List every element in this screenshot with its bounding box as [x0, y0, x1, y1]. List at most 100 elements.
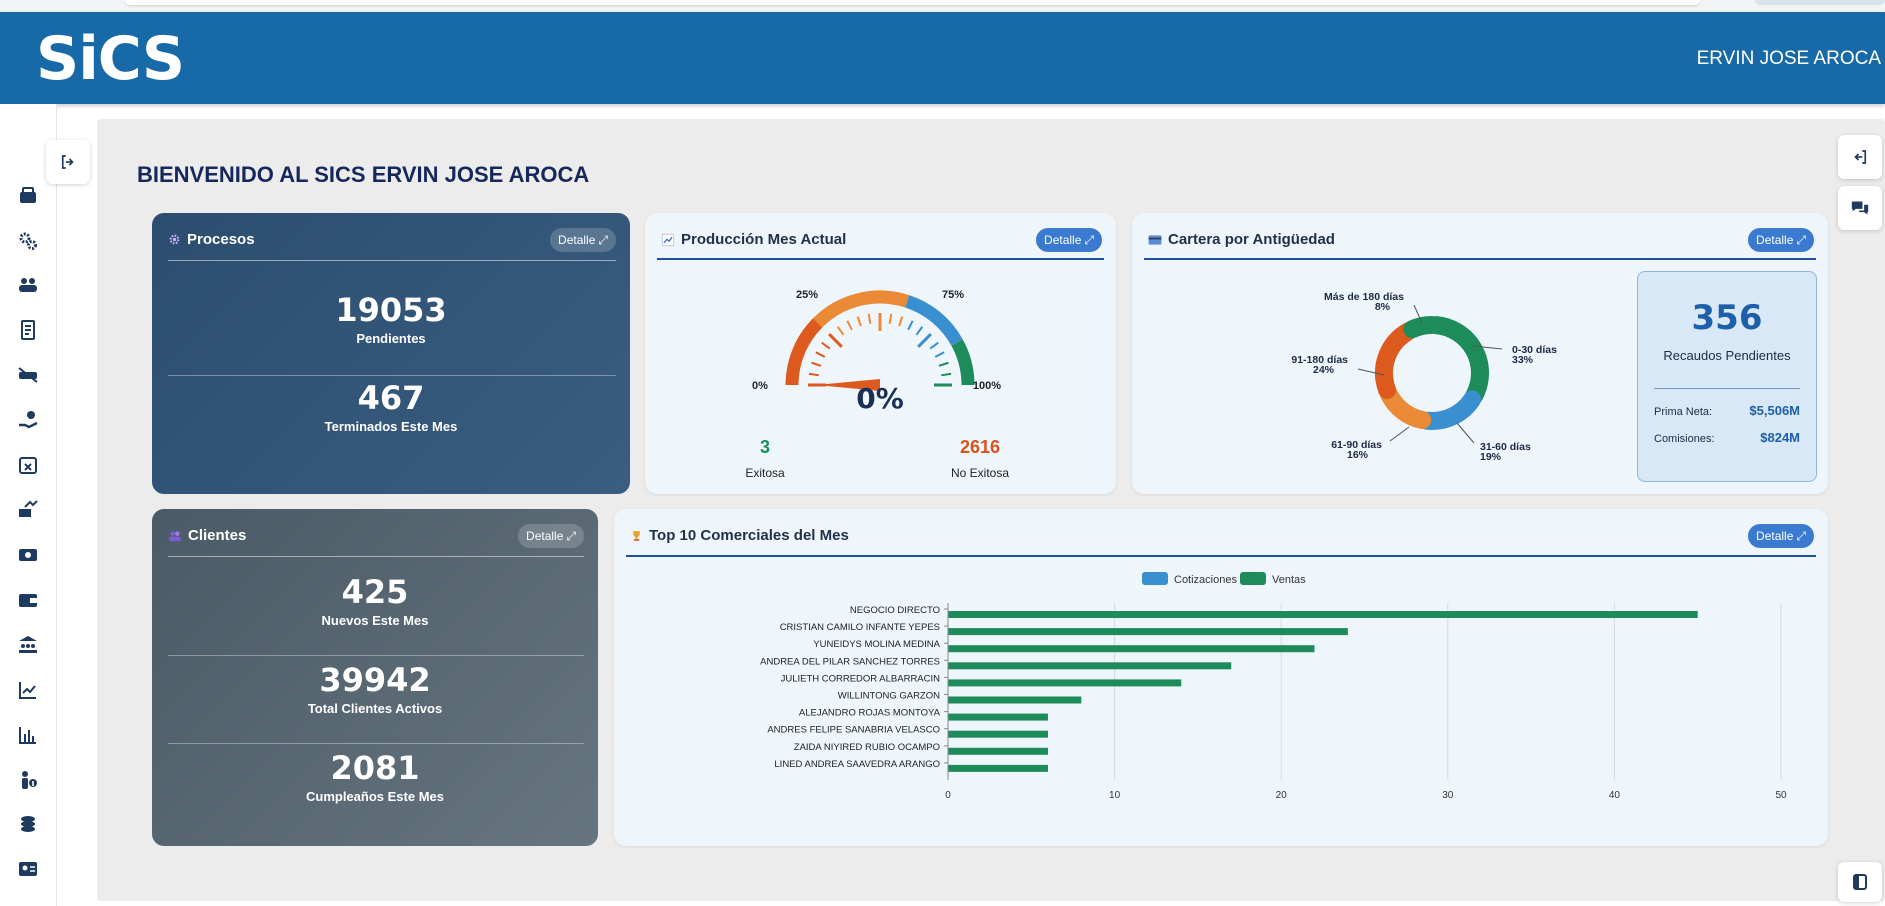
nuevos-label: Nuevos Este Mes — [321, 613, 429, 628]
login-arrow-icon — [1854, 150, 1867, 164]
y-category-label: ZAIDA NIYIRED RUBIO OCAMPO — [794, 742, 940, 753]
user-name[interactable]: ERVIN JOSE AROCA — [1696, 48, 1881, 69]
donut-leader-line — [1389, 426, 1410, 442]
donut-leader-line — [1413, 304, 1423, 324]
wallet-icon[interactable] — [17, 589, 39, 611]
terminados-label: Terminados Este Mes — [324, 419, 458, 434]
users-icon[interactable] — [17, 274, 39, 296]
line-chart-icon[interactable] — [17, 679, 39, 701]
gauge-tick — [934, 351, 945, 358]
donut-slice — [1375, 322, 1418, 399]
bank-users-icon[interactable] — [17, 634, 39, 656]
donut-leader-line — [1456, 422, 1475, 444]
gauge-tick — [907, 320, 914, 331]
x-tick-label: 0 — [945, 790, 951, 801]
donut-slice — [1403, 316, 1441, 339]
receipt-icon[interactable] — [17, 319, 39, 341]
clientes-title: Clientes — [168, 527, 246, 544]
chart-up-icon — [661, 233, 675, 246]
recaudos-divider — [1654, 388, 1800, 389]
bar-ventas — [948, 628, 1348, 636]
donut-slice-label: 61-90 días — [1331, 439, 1382, 451]
gauge-needle — [816, 379, 880, 391]
y-category-label: NEGOCIO DIRECTO — [850, 605, 940, 616]
panel-toggle-button[interactable] — [1838, 862, 1882, 902]
donut-slice-pct: 19% — [1480, 451, 1502, 463]
top10-detalle-button[interactable]: Detalle ⤢ — [1748, 524, 1814, 548]
bar-ventas — [948, 611, 1698, 618]
expand-icon: ⤢ — [1796, 232, 1806, 247]
prima-label: Prima Neta: — [1654, 406, 1713, 418]
gauge-band-high — [904, 295, 963, 346]
inbox-icon[interactable] — [17, 185, 39, 207]
expand-icon: ⤢ — [1084, 232, 1094, 247]
right-login-button[interactable] — [1838, 135, 1882, 179]
clientes-card: Clientes Detalle ⤢ 425 Nuevos Este Mes 39… — [152, 509, 598, 846]
money-chart-icon[interactable] — [17, 499, 39, 521]
y-category-label: ANDRES FELIPE SANABRIA VELASCO — [767, 725, 940, 736]
gauge-tick — [929, 341, 939, 350]
top10-card: Top 10 Comerciales del Mes Detalle ⤢ Coti… — [614, 509, 1828, 846]
procesos-detalle-button[interactable]: Detalle ⤢ — [550, 228, 616, 252]
y-category-label: LINED ANDREA SAAVEDRA ARANGO — [774, 759, 940, 770]
sidebar-panel-icon — [1853, 874, 1867, 890]
procesos-title: Procesos — [168, 231, 255, 248]
expand-icon: ⤢ — [598, 232, 608, 247]
donut-slice — [1417, 390, 1482, 430]
recaudos-panel: 356 Recaudos Pendientes Prima Neta: $5,5… — [1637, 271, 1817, 482]
gauge-band-top — [951, 339, 975, 386]
logo-text: SiCS — [36, 24, 185, 94]
sidebar-toggle-button[interactable] — [46, 140, 90, 184]
sics-logo[interactable]: SiCS — [36, 24, 185, 94]
top10-divider — [626, 555, 1816, 557]
comisiones-label: Comisiones: — [1654, 433, 1715, 445]
x-tick-label: 40 — [1609, 790, 1621, 801]
gauge-tick — [821, 341, 831, 350]
car-off-icon[interactable] — [17, 364, 39, 386]
gauge-value: 0% — [856, 382, 904, 415]
gauge-tick — [856, 316, 862, 327]
legend-label: Ventas — [1272, 574, 1306, 586]
bar-chart-icon[interactable] — [17, 724, 39, 746]
bar-ventas — [948, 662, 1232, 670]
procesos-card: Procesos Detalle ⤢ 19053 Pendientes 467 T… — [152, 213, 630, 494]
cash-icon[interactable] — [17, 544, 39, 566]
produccion-divider — [657, 258, 1104, 260]
top-right-control[interactable] — [1755, 0, 1885, 5]
calendar-x-icon[interactable] — [17, 454, 39, 476]
donut-slice — [1379, 385, 1432, 429]
donut-leader-line — [1357, 368, 1385, 376]
clientes-detalle-button[interactable]: Detalle ⤢ — [518, 524, 584, 548]
id-card-icon[interactable] — [17, 858, 39, 880]
chat-button[interactable] — [1838, 186, 1882, 230]
legend-swatch-ventas — [1240, 572, 1266, 585]
nuevos-value: 425 — [341, 573, 409, 611]
legend-label: Cotizaciones — [1174, 574, 1237, 586]
gears-icon[interactable] — [17, 230, 39, 252]
donut-slice-pct: 16% — [1347, 449, 1369, 461]
donut-slice-pct: 33% — [1512, 354, 1534, 366]
person-info-icon[interactable] — [17, 769, 39, 791]
donut-slice — [1426, 316, 1489, 405]
coins-icon[interactable] — [17, 813, 39, 835]
cartera-detalle-button[interactable]: Detalle ⤢ — [1748, 228, 1814, 252]
address-bar[interactable] — [125, 0, 1700, 5]
top10-title: Top 10 Comerciales del Mes — [630, 527, 849, 544]
pendientes-stat: 19053 Pendientes — [152, 291, 630, 346]
expand-icon: ⤢ — [1796, 528, 1806, 543]
bar-ventas — [948, 696, 1082, 704]
donut-slice-label: 31-60 días — [1480, 441, 1531, 453]
procesos-divider-top — [168, 260, 616, 261]
gauge-tick — [941, 372, 952, 377]
gauge-tick — [815, 351, 826, 358]
hand-money-icon[interactable] — [17, 409, 39, 431]
donut-slice-label: 0-30 días — [1512, 344, 1557, 356]
expand-icon: ⤢ — [566, 528, 576, 543]
bar-ventas — [948, 747, 1048, 755]
clientes-divider-2 — [168, 743, 584, 744]
logout-arrow-icon — [61, 155, 74, 169]
browser-top-strip — [0, 0, 1885, 12]
produccion-detalle-button[interactable]: Detalle ⤢ — [1036, 228, 1102, 252]
bar-ventas — [948, 679, 1182, 687]
y-category-label: YUNEIDYS MOLINA MEDINA — [813, 639, 940, 650]
